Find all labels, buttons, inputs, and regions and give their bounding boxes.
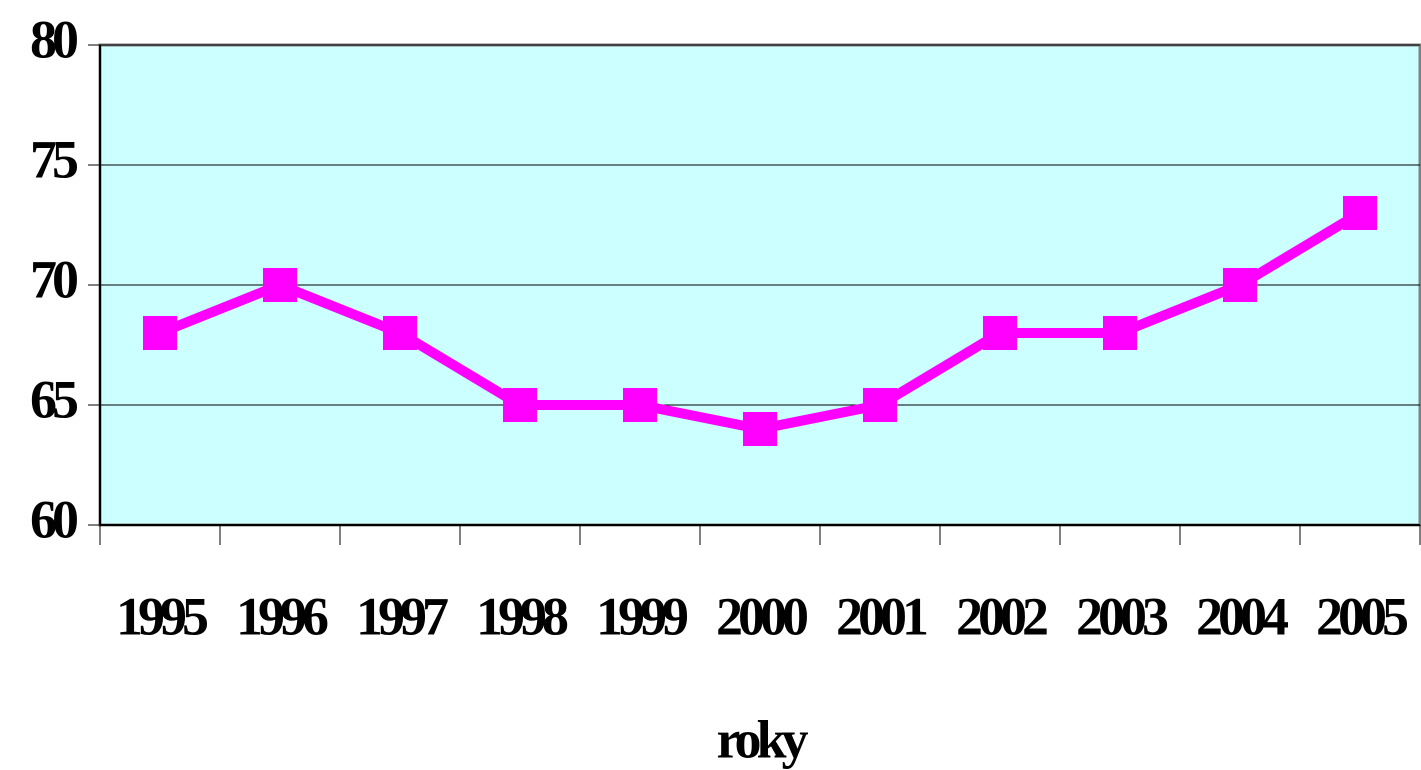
marker <box>383 316 417 350</box>
y-tick-label: 70 <box>30 249 77 309</box>
marker <box>503 388 537 422</box>
x-tick-label: 1999 <box>596 586 688 646</box>
x-tick-label: 2002 <box>956 586 1047 646</box>
x-tick-label: 1996 <box>236 586 328 646</box>
x-tick-label: 2001 <box>836 586 927 646</box>
marker <box>1343 196 1377 230</box>
x-tick-label: 1995 <box>116 586 208 646</box>
marker <box>263 268 297 302</box>
marker <box>983 316 1017 350</box>
y-tick-label: 80 <box>30 9 77 69</box>
x-tick-label: 1998 <box>476 586 568 646</box>
x-tick-label: 2003 <box>1076 586 1168 646</box>
x-tick-label: 2005 <box>1316 586 1408 646</box>
y-tick-label: 75 <box>30 129 78 189</box>
x-tick-label: 1997 <box>356 586 448 646</box>
marker <box>863 388 897 422</box>
marker <box>1103 316 1137 350</box>
marker <box>143 316 177 350</box>
y-tick-label: 65 <box>30 369 78 429</box>
marker <box>743 412 777 446</box>
marker <box>1223 268 1257 302</box>
marker <box>623 388 657 422</box>
x-axis-title: roky <box>716 709 808 769</box>
x-tick-label: 2000 <box>716 586 807 646</box>
y-tick-label: 60 <box>30 489 77 549</box>
x-tick-label: 2004 <box>1196 586 1288 646</box>
